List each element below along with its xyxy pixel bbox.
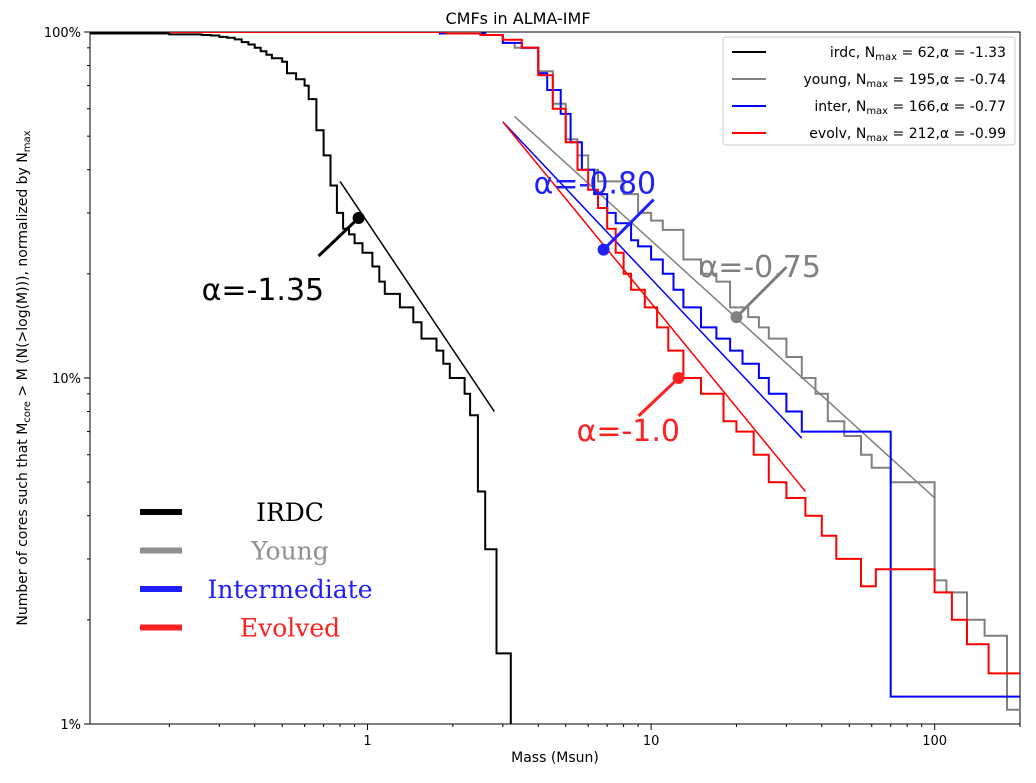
legend-label-irdc: irdc, Nmax = 62,α = -1.33 [830,45,1006,63]
x-axis-ticks: 1 10 100 [168,724,1021,749]
legend-label-suffix: = 212,α = -0.99 [888,126,1006,142]
legend-label-sub: max [866,106,888,117]
plot-area: 1 10 100 100%10%1% α=-1.35α=-0.80α=-0.75α=… [44,26,1021,749]
alpha-annotations: α=-1.35 α=-0.80 α=-0.75 α=-1.0 [202,167,821,449]
x-axis-label: Mass (Msun) [511,750,599,766]
series-lines [90,32,1020,724]
y-axis-label-sub-max: max [22,130,33,152]
inter-fit-line [502,121,803,439]
legend-frame [722,36,1016,146]
legend-label-inter: inter, Nmax = 166,α = -0.77 [814,99,1006,117]
x-tick-label: 1 [363,734,371,749]
phase-label-irdc: IRDC [256,498,324,527]
irdc-alpha-marker [352,212,365,225]
phase-legend: IRDC Young Intermediate Evolved [140,498,373,643]
y-axis-label-part-a: Number of cores such that M [15,423,31,626]
y-axis-label: Number of cores such that Mcore > M (N(>… [15,130,33,625]
young-alpha-label: α=-0.75 [698,250,821,285]
legend-label-suffix: = 195,α = -0.74 [888,72,1006,88]
y-tick-label: 100% [44,26,81,41]
x-tick-label: 100 [922,734,947,749]
legend-label-evolv: evolv, Nmax = 212,α = -0.99 [809,126,1006,144]
legend-label-name: evolv, N [809,126,866,142]
series-evolv [169,32,1020,675]
inter-alpha-arrow [602,198,655,251]
phase-label-young: Young [250,537,329,566]
inter-alpha-marker [597,243,610,256]
evolv-alpha-label: α=-1.0 [577,414,680,449]
y-axis-ticks: 100% 10% 1% [44,26,90,733]
young-alpha-arrow [735,266,788,319]
y-axis-label-sub-core: core [22,401,33,423]
legend-label-young: young, Nmax = 195,α = -0.74 [803,72,1006,90]
legend-label-suffix: = 166,α = -0.77 [888,99,1006,115]
evolv-alpha-arrow [637,376,680,418]
young-fit-line [514,115,936,499]
phase-label-evolv: Evolved [240,614,340,643]
legend-label-sub: max [866,133,888,144]
young-alpha-marker [730,311,743,324]
y-axis-label-part-b: > M (N(>log(M))), normalized by N [15,152,31,401]
irdc-alpha-label: α=-1.35 [202,273,325,308]
y-tick-label: 1% [60,718,81,733]
x-tick-label: 10 [643,734,660,749]
evolv-alpha-marker [672,372,685,384]
irdc-fit-line [339,180,495,412]
legend-label-name: inter, N [814,99,866,115]
series-irdc [90,32,512,724]
y-tick-label: 10% [52,372,81,387]
irdc-alpha-arrow [317,216,360,258]
legend-label-name: irdc, N [830,45,875,61]
inter-alpha-label: α=-0.80 [534,167,657,202]
legend-label-sub: max [875,52,897,63]
legend-label-suffix: = 62,α = -1.33 [897,45,1006,61]
legend-label-name: young, N [803,72,866,88]
chart-title: CMFs in ALMA-IMF [445,9,590,28]
legend-label-sub: max [866,79,888,90]
phase-label-inter: Intermediate [207,575,372,604]
